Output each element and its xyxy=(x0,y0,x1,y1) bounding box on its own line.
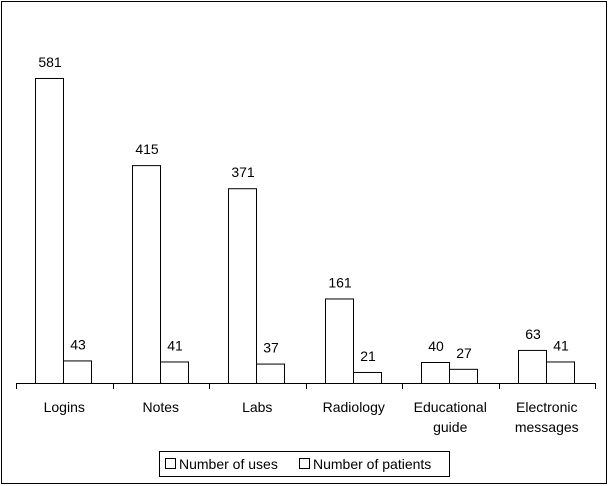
data-label: 27 xyxy=(456,345,472,361)
data-label: 371 xyxy=(231,164,255,180)
legend-label: Number of patients xyxy=(313,456,431,472)
x-tick-label: Notes xyxy=(142,399,180,415)
data-label: 41 xyxy=(553,337,569,353)
data-label: 415 xyxy=(135,141,159,157)
legend-label: Number of uses xyxy=(179,456,278,472)
x-tick-label: Logins xyxy=(43,399,85,415)
data-label: 161 xyxy=(328,274,352,290)
bar xyxy=(256,363,285,385)
data-label: 21 xyxy=(360,348,376,364)
bar xyxy=(325,298,354,385)
bar xyxy=(449,368,478,385)
x-tick-label: Radiology xyxy=(322,399,385,415)
legend-swatch xyxy=(165,458,176,469)
x-tick-label: Educational guide xyxy=(413,399,487,435)
data-label: 37 xyxy=(263,340,279,356)
bar xyxy=(228,188,257,384)
data-label: 41 xyxy=(167,337,183,353)
x-tick-label: Electronic messages xyxy=(514,399,579,435)
data-label: 40 xyxy=(428,338,444,354)
data-label: 63 xyxy=(525,326,541,342)
data-label: 581 xyxy=(38,54,62,70)
bar xyxy=(63,360,92,384)
bar xyxy=(160,361,189,385)
bar xyxy=(518,349,547,384)
legend-swatch xyxy=(299,458,310,469)
bar xyxy=(546,361,575,385)
bar xyxy=(35,77,64,384)
bar xyxy=(132,165,161,384)
data-label: 43 xyxy=(70,336,86,352)
bar xyxy=(353,371,382,385)
bar xyxy=(421,362,450,384)
x-tick-label: Labs xyxy=(242,399,273,415)
